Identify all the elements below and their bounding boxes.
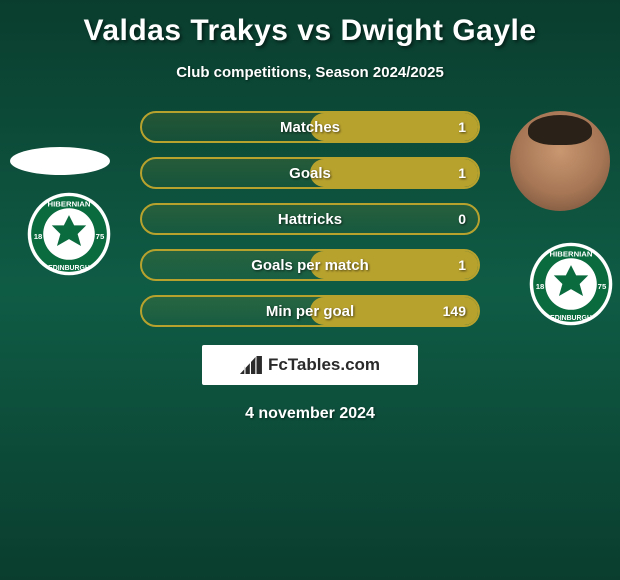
player1-silhouette-icon xyxy=(10,147,110,175)
stat-value-p2: 1 xyxy=(458,165,466,181)
footer-brand-text: FcTables.com xyxy=(268,355,380,375)
svg-text:75: 75 xyxy=(598,282,607,291)
stat-value-p2: 1 xyxy=(458,257,466,273)
svg-text:75: 75 xyxy=(96,232,105,241)
stats-container: Matches 1 Goals 1 Hattricks 0 Goals per match 1… xyxy=(140,111,480,327)
player2-face-icon xyxy=(510,111,610,211)
stat-value-p2: 1 xyxy=(458,119,466,135)
comparison-date: 4 november 2024 xyxy=(0,405,620,423)
club-badge-icon: HIBERNIAN EDINBURGH 18 75 xyxy=(528,241,614,327)
svg-text:18: 18 xyxy=(34,232,43,241)
stat-row: Goals per match 1 xyxy=(140,249,480,281)
player2-photo xyxy=(510,111,610,211)
comparison-subtitle: Club competitions, Season 2024/2025 xyxy=(0,64,620,81)
player1-club-badge: HIBERNIAN EDINBURGH 18 75 xyxy=(26,191,112,277)
bar-chart-icon xyxy=(240,356,262,374)
player2-club-badge: HIBERNIAN EDINBURGH 18 75 xyxy=(528,241,614,327)
stat-value-p2: 149 xyxy=(443,303,466,319)
comparison-title: Valdas Trakys vs Dwight Gayle xyxy=(0,0,620,48)
stat-row: Hattricks 0 xyxy=(140,203,480,235)
svg-text:EDINBURGH: EDINBURGH xyxy=(48,265,90,272)
stat-label: Matches xyxy=(280,119,340,136)
svg-text:EDINBURGH: EDINBURGH xyxy=(550,315,592,322)
stat-row: Min per goal 149 xyxy=(140,295,480,327)
comparison-content: HIBERNIAN EDINBURGH 18 75 HIBERNIAN EDIN… xyxy=(0,111,620,423)
stat-value-p2: 0 xyxy=(458,211,466,227)
stat-row: Goals 1 xyxy=(140,157,480,189)
svg-text:HIBERNIAN: HIBERNIAN xyxy=(48,199,91,208)
stat-label: Goals per match xyxy=(251,257,369,274)
svg-text:HIBERNIAN: HIBERNIAN xyxy=(550,249,593,258)
club-badge-icon: HIBERNIAN EDINBURGH 18 75 xyxy=(26,191,112,277)
footer-brand: FcTables.com xyxy=(202,345,418,385)
stat-label: Min per goal xyxy=(266,303,354,320)
svg-text:18: 18 xyxy=(536,282,545,291)
stat-row: Matches 1 xyxy=(140,111,480,143)
stat-label: Goals xyxy=(289,165,331,182)
stat-label: Hattricks xyxy=(278,211,342,228)
stat-fill-right xyxy=(310,159,478,187)
